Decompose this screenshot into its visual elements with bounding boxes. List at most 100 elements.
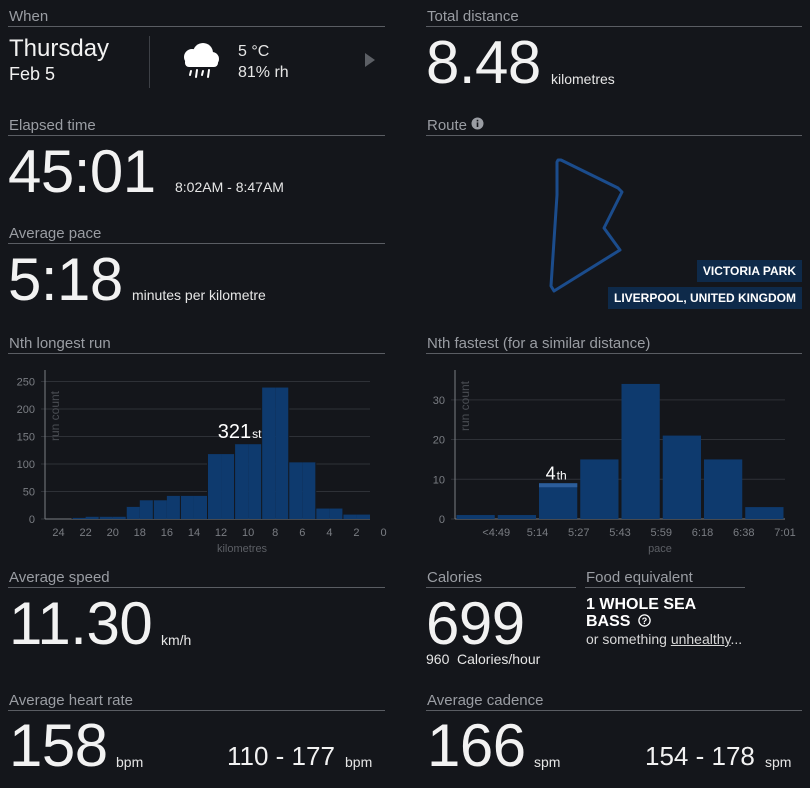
heart-value: 158	[9, 712, 108, 779]
longest-bar	[139, 500, 154, 519]
longest-xlabel: kilometres	[217, 543, 268, 555]
calories-label: Calories	[427, 569, 483, 586]
elapsed-value: 45:01	[8, 138, 156, 205]
cadence-label: Average cadence	[427, 692, 544, 709]
longest-bar	[72, 517, 86, 519]
calories-value: 699	[426, 590, 525, 657]
longest-ylabel: run count	[48, 390, 62, 441]
temperature: 5 °C	[238, 43, 270, 60]
fastest-chart: 0 10 20 30 run count <4:49 5:14 5:27 5:43 5:59 6:1…	[433, 370, 796, 555]
longest-ytick-label: 150	[17, 432, 35, 444]
longest-bar	[356, 514, 370, 519]
longest-bar	[166, 495, 181, 519]
longest-bar	[126, 506, 140, 519]
longest-xtick-label: 2	[353, 527, 359, 539]
calories-rate: 960	[426, 651, 450, 667]
longest-ytick-label: 250	[17, 377, 35, 389]
pace-value: 5:18	[8, 246, 123, 313]
fastest-xtick-label: 5:14	[527, 527, 548, 539]
fastest-xtick-label: 5:43	[609, 527, 630, 539]
longest-bar	[153, 500, 167, 519]
fastest-ylabel: run count	[458, 380, 472, 431]
longest-bar	[302, 462, 316, 519]
food-sub: or something unhealthy...	[586, 631, 742, 647]
question-circle-icon[interactable]: ?	[638, 614, 651, 631]
fastest-xtick-label: 7:01	[774, 527, 795, 539]
fastest-rule	[426, 353, 802, 354]
pace-unit: minutes per kilometre	[132, 287, 266, 303]
speed-rule	[8, 587, 385, 588]
longest-xtick-label: 4	[326, 527, 332, 539]
distance-label: Total distance	[427, 8, 519, 25]
route-city: LIVERPOOL, UNITED KINGDOM	[607, 287, 802, 309]
heart-range: 110 - 177	[227, 741, 335, 771]
food-sub-suffix: ...	[730, 631, 743, 647]
heart-unit: bpm	[116, 754, 144, 770]
longest-label: Nth longest run	[9, 335, 111, 352]
cadence-value: 166	[427, 712, 526, 779]
longest-bar	[99, 516, 113, 519]
longest-bar	[234, 444, 249, 519]
distance-value: 8.48	[426, 29, 541, 96]
fastest-bar	[497, 515, 536, 519]
unhealthy-link[interactable]: unhealthy	[670, 631, 731, 647]
when-divider	[149, 36, 150, 88]
food-rule	[585, 587, 745, 588]
fastest-bar	[662, 435, 701, 519]
humidity: 81% rh	[238, 64, 289, 81]
fastest-ytick-label: 10	[433, 474, 445, 486]
longest-bar	[288, 462, 303, 519]
fastest-bar	[456, 515, 495, 519]
longest-bar	[329, 508, 343, 519]
cadence-rule	[426, 710, 802, 711]
fastest-rank-label: 4th	[546, 463, 567, 483]
longest-ytick-label: 200	[17, 404, 35, 416]
fastest-xtick-label: 6:18	[692, 527, 713, 539]
elapsed-range: 8:02AM - 8:47AM	[175, 179, 284, 195]
longest-bar	[180, 495, 194, 519]
speed-unit: km/h	[161, 632, 192, 648]
fastest-xlabel: pace	[648, 543, 672, 555]
longest-rule	[8, 353, 385, 354]
day-name: Thursday	[9, 35, 110, 62]
longest-rank-label: 321st	[218, 421, 262, 443]
longest-xtick-label: 0	[380, 527, 386, 539]
longest-xtick-label: 18	[134, 527, 146, 539]
heart-rule	[8, 710, 385, 711]
fastest-bar-highlight	[539, 483, 578, 488]
fastest-ytick-label: 20	[433, 435, 445, 447]
distance-unit: kilometres	[551, 71, 615, 87]
longest-xtick-label: 16	[161, 527, 173, 539]
route-path	[549, 158, 624, 293]
longest-xtick-label: 14	[188, 527, 200, 539]
food-sub-prefix: or something	[586, 631, 671, 647]
longest-xtick-label: 6	[299, 527, 305, 539]
info-icon[interactable]	[471, 117, 484, 130]
longest-xtick-label: 10	[242, 527, 254, 539]
speed-label: Average speed	[9, 569, 110, 586]
heart-label: Average heart rate	[9, 692, 133, 709]
speed-value: 11.30	[9, 590, 153, 657]
fastest-ytick-label: 30	[433, 395, 445, 407]
cadence-range-unit: spm	[765, 754, 792, 770]
elapsed-rule	[8, 135, 385, 136]
longest-bar	[193, 495, 208, 519]
pace-label: Average pace	[9, 225, 102, 242]
longest-ytick-label: 0	[29, 514, 35, 526]
fastest-bar	[745, 507, 784, 519]
longest-bar	[275, 387, 289, 519]
fastest-label: Nth fastest (for a similar distance)	[427, 335, 651, 352]
longest-bar	[207, 454, 222, 519]
longest-xtick-label: 20	[107, 527, 119, 539]
fastest-bar	[580, 459, 619, 519]
triangle-right-icon[interactable]	[364, 52, 376, 68]
route-park: VICTORIA PARK	[696, 260, 802, 282]
fastest-bar	[621, 383, 660, 519]
food-name-text: 1 WHOLE SEA BASS	[586, 596, 696, 630]
when-rule	[8, 26, 385, 27]
longest-xtick-label: 8	[272, 527, 278, 539]
longest-xtick-label: 22	[80, 527, 92, 539]
longest-bar	[342, 514, 357, 519]
fastest-xtick-label: 5:27	[568, 527, 589, 539]
longest-ytick-label: 100	[17, 459, 35, 471]
